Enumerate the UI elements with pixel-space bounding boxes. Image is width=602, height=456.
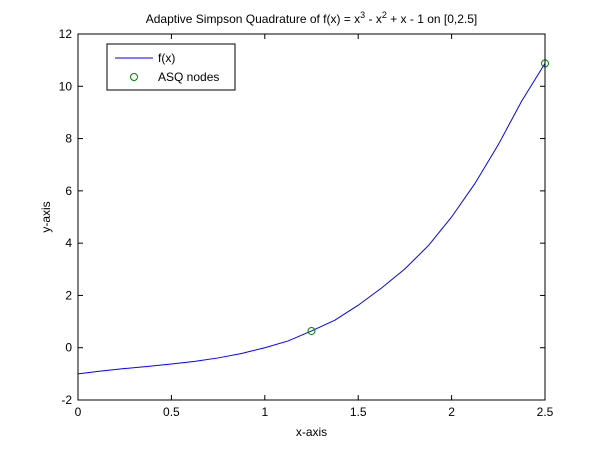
asq-node-marker xyxy=(307,326,316,335)
x-axis-label: x-axis xyxy=(296,425,327,439)
y-tick-label: 8 xyxy=(65,132,72,146)
x-tick-label: 0.5 xyxy=(163,405,180,419)
y-tick-label: 0 xyxy=(65,341,72,355)
chart-title: Adaptive Simpson Quadrature of f(x) = x3… xyxy=(146,10,478,26)
legend-box xyxy=(106,43,236,91)
x-tick-label: 2.5 xyxy=(537,405,554,419)
y-tick-label: 12 xyxy=(59,27,73,41)
x-tick-label: 1 xyxy=(261,405,268,419)
series-line-fx xyxy=(77,63,546,375)
title-sup-2: 2 xyxy=(382,10,387,20)
x-tick-label: 1.5 xyxy=(350,405,367,419)
y-tick-label: 4 xyxy=(65,236,72,250)
y-tick-label: 6 xyxy=(65,184,72,198)
legend-label-asq-nodes: ASQ nodes xyxy=(158,70,219,84)
title-suffix: + x - 1 on [0,2.5] xyxy=(387,12,477,26)
x-tick-label: 0 xyxy=(75,405,82,419)
title-mid: - x xyxy=(365,12,382,26)
legend-label-fx: f(x) xyxy=(158,51,175,65)
legend: f(x) ASQ nodes xyxy=(106,43,236,91)
x-tick-label: 2 xyxy=(448,405,455,419)
y-tick-label: 10 xyxy=(59,79,73,93)
title-prefix: Adaptive Simpson Quadrature of f(x) = x xyxy=(146,12,360,26)
y-axis-label: y-axis xyxy=(39,201,53,232)
plot-area-frame xyxy=(77,33,546,401)
y-tick-label: -2 xyxy=(61,393,72,407)
series-layer xyxy=(77,59,549,375)
legend-marker-swatch xyxy=(130,73,138,81)
title-sup-3: 3 xyxy=(360,10,365,20)
y-tick-label: 2 xyxy=(65,288,72,302)
